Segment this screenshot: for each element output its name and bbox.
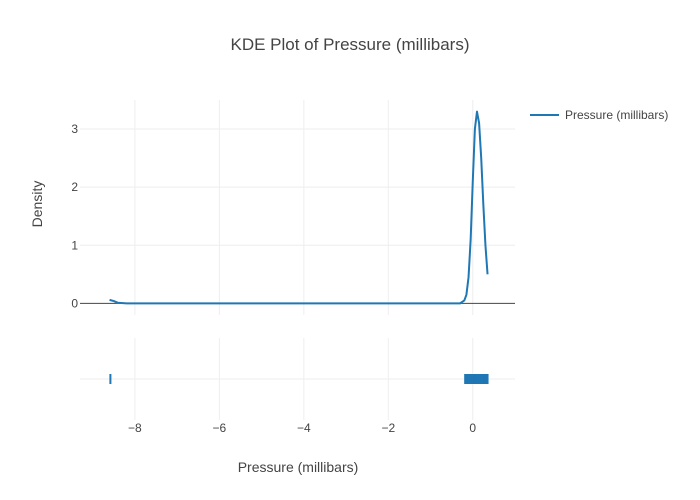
density-line — [109, 110, 489, 305]
x-axis-title: Pressure (millibars) — [238, 459, 359, 475]
x-tick-labels: −8 −6 −4 −2 0 — [128, 421, 476, 435]
x-tick-label: 0 — [469, 421, 476, 435]
y-tick-label: 2 — [71, 180, 78, 194]
x-tick-label: −6 — [213, 421, 227, 435]
grid-lines — [80, 100, 515, 420]
rug-plot — [109, 374, 489, 384]
y-tick-label: 1 — [71, 238, 78, 252]
legend[interactable]: Pressure (millibars) — [530, 108, 668, 122]
x-tick-label: −8 — [128, 421, 142, 435]
legend-item-label: Pressure (millibars) — [565, 108, 668, 122]
y-axis-title: Density — [29, 181, 45, 228]
density-series — [109, 110, 489, 305]
y-tick-labels: 0 1 2 3 — [71, 122, 78, 310]
x-tick-label: −2 — [381, 421, 395, 435]
y-tick-label: 0 — [71, 296, 78, 310]
chart-title: KDE Plot of Pressure (millibars) — [230, 35, 469, 54]
y-tick-label: 3 — [71, 122, 78, 136]
x-tick-label: −4 — [297, 421, 311, 435]
